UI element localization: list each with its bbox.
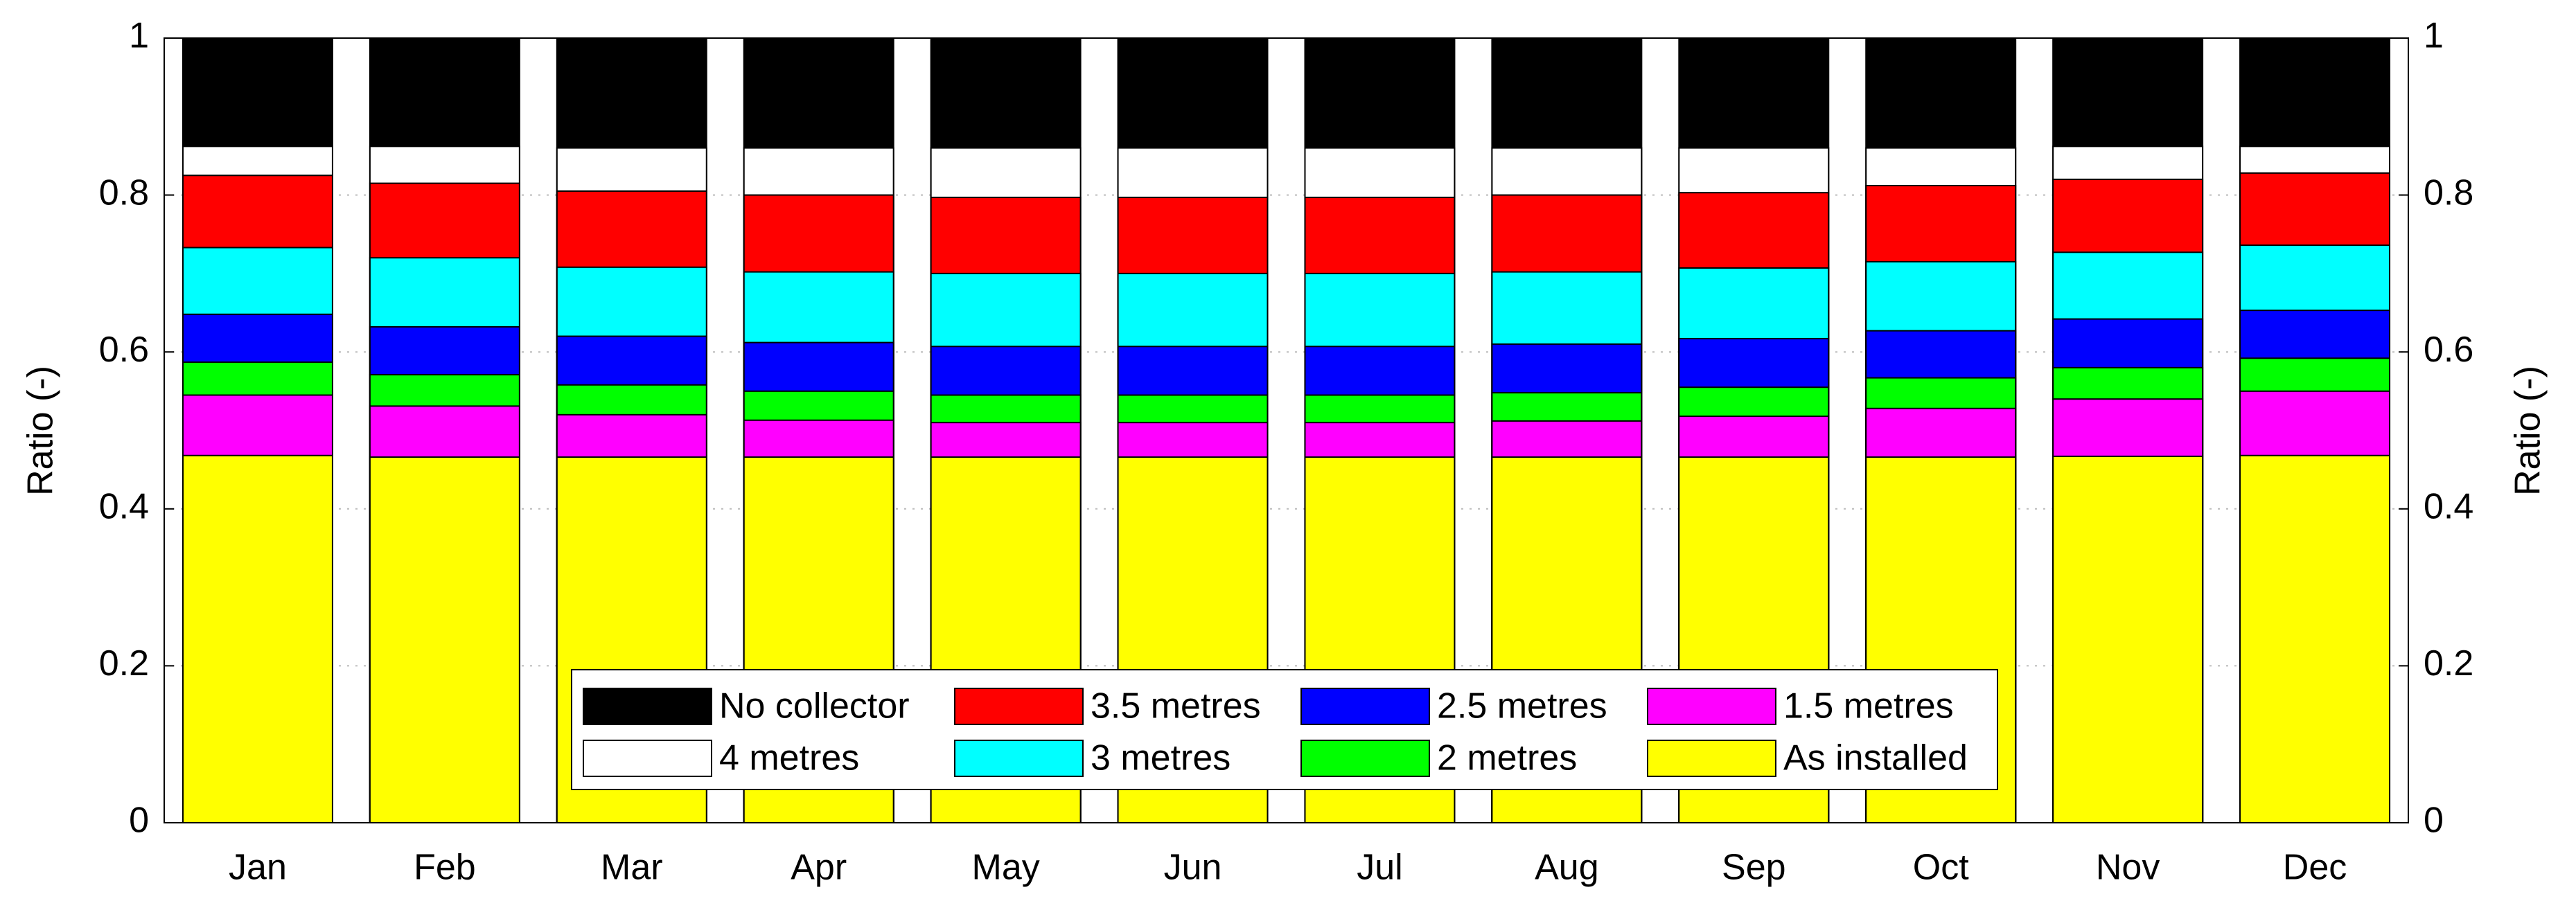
y2-axis-label: Ratio (-)	[2508, 366, 2548, 496]
x-tick-label: Feb	[414, 848, 476, 888]
legend-swatch	[583, 688, 712, 725]
legend-label: 2.5 metres	[1437, 686, 1607, 726]
x-tick-label: Aug	[1535, 848, 1599, 888]
x-tick-label: Nov	[2096, 848, 2160, 888]
bar	[2052, 455, 2204, 823]
legend-swatch	[1647, 688, 1776, 725]
x-tick-label: Dec	[2283, 848, 2347, 888]
legend-swatch	[1647, 740, 1776, 777]
legend-swatch	[954, 740, 1084, 777]
y-tick-label: 0.6	[99, 330, 149, 370]
y2-tick-label: 0.4	[2424, 487, 2473, 527]
bar	[369, 456, 520, 823]
x-tick-label: Oct	[1913, 848, 1969, 888]
legend-swatch	[1300, 688, 1430, 725]
y-tick-label: 1	[129, 16, 149, 56]
y2-tick-label: 0.2	[2424, 643, 2473, 684]
legend-label: 2 metres	[1437, 738, 1577, 778]
y-tick-label: 0.8	[99, 172, 149, 213]
y2-tick-label: 0	[2424, 801, 2444, 841]
y2-tick-label: 1	[2424, 16, 2444, 56]
legend-label: 3.5 metres	[1091, 686, 1261, 726]
y2-tick-label: 0.8	[2424, 172, 2473, 213]
legend-label: 1.5 metres	[1783, 686, 1954, 726]
legend-swatch	[1300, 740, 1430, 777]
x-tick-label: Mar	[601, 848, 663, 888]
legend-label: 4 metres	[719, 738, 859, 778]
legend-swatch	[583, 740, 712, 777]
bar	[182, 454, 333, 823]
x-tick-label: Jul	[1357, 848, 1402, 888]
x-tick-label: Sep	[1722, 848, 1786, 888]
x-tick-label: Apr	[791, 848, 847, 888]
legend-label: 3 metres	[1091, 738, 1230, 778]
x-tick-label: Jun	[1164, 848, 1222, 888]
y-axis-label: Ratio (-)	[21, 366, 61, 496]
y-tick-label: 0.2	[99, 643, 149, 684]
x-tick-label: May	[972, 848, 1040, 888]
bar	[2239, 454, 2391, 823]
x-tick-label: Jan	[229, 848, 287, 888]
legend-label: No collector	[719, 686, 910, 726]
legend-swatch	[954, 688, 1084, 725]
legend-label: As installed	[1783, 738, 1968, 778]
y-tick-label: 0	[129, 801, 149, 841]
y2-tick-label: 0.6	[2424, 330, 2473, 370]
plot-frame	[164, 37, 2409, 823]
y-tick-label: 0.4	[99, 487, 149, 527]
